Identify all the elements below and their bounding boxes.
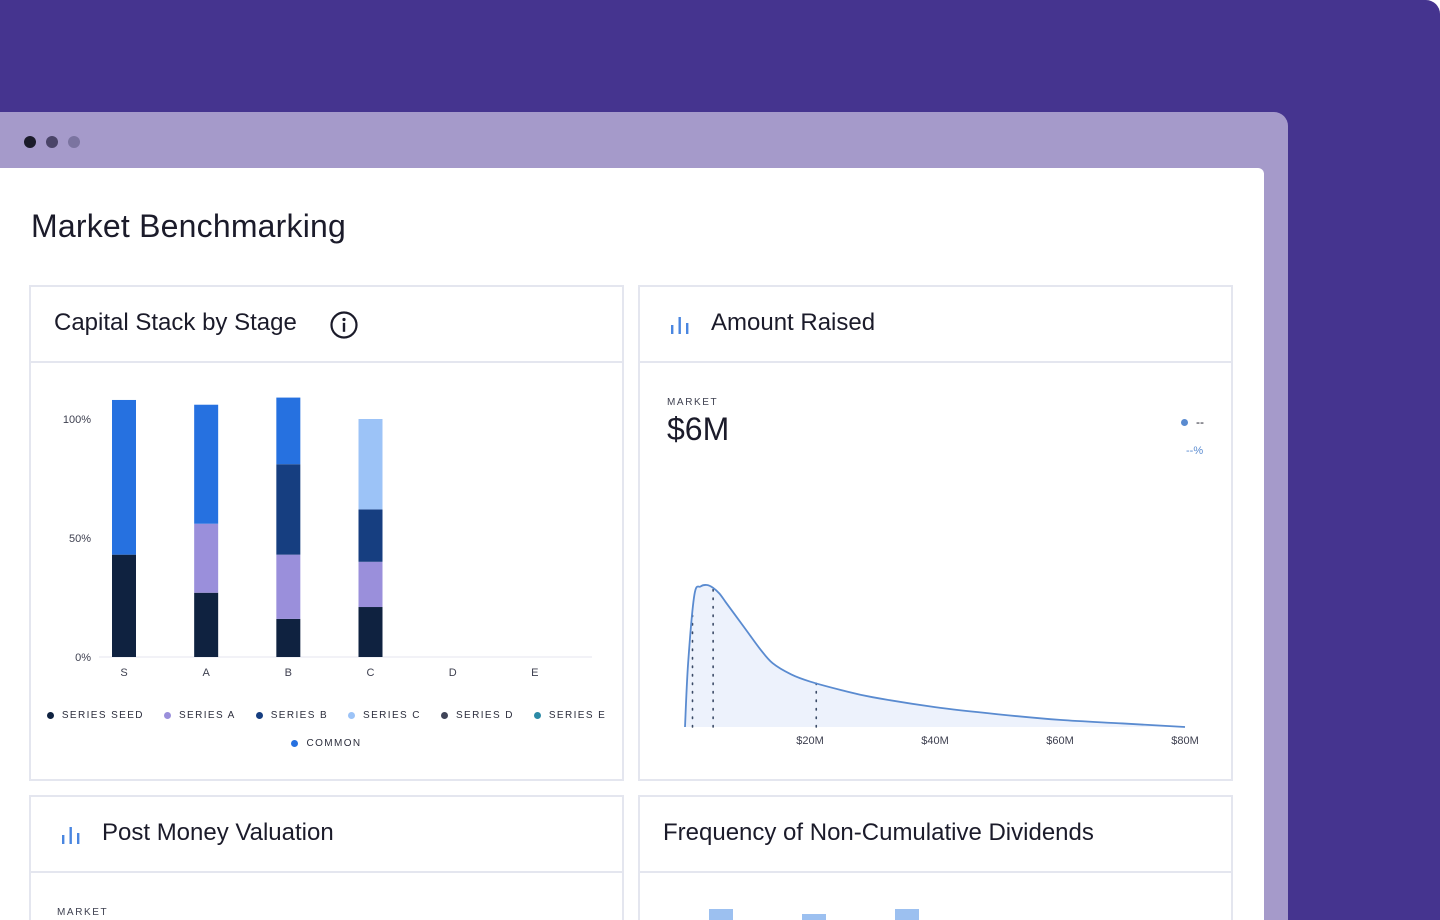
amount-raised-chart: $20M $40M $60M $80M (684, 583, 1199, 747)
card-header: Post Money Valuation (31, 797, 622, 873)
y-tick-label: 50% (69, 533, 91, 545)
freq-bar (802, 914, 826, 920)
card-header: Capital Stack by Stage (31, 287, 622, 363)
bar-segment-series-seed[interactable] (112, 554, 136, 657)
legend-label: SERIES A (178, 710, 236, 721)
x-tick-label: $60M (1046, 735, 1074, 747)
bar-segment-common[interactable] (276, 397, 301, 465)
bar-segment-series-seed[interactable] (358, 607, 383, 657)
x-tick-label: $80M (1171, 735, 1199, 747)
window-close-dot[interactable] (24, 136, 36, 148)
legend-label: SERIES E (548, 710, 607, 721)
bar-segment-series-seed[interactable] (276, 618, 301, 657)
page-content: Market Benchmarking Capital Stack by Sta… (0, 168, 1264, 920)
legend-label: SERIES C (363, 710, 421, 721)
x-tick-label: C (367, 667, 375, 679)
legend-label: SERIES SEED (61, 710, 144, 721)
legend-item[interactable]: COMMON (291, 730, 361, 757)
chart-legend: SERIES SEED SERIES A SERIES B SERIES C SERIE… (31, 701, 622, 757)
freq-bar (895, 909, 919, 920)
legend-item[interactable]: SERIES A (163, 702, 236, 729)
post-money-card: Post Money Valuation MARKET (29, 795, 624, 920)
frequency-chart (709, 909, 919, 920)
frequency-dividends-card: Frequency of Non-Cumulative Dividends (638, 795, 1233, 920)
legend-item[interactable]: SERIES SEED (46, 702, 144, 729)
bar-segment-series-a[interactable] (194, 523, 219, 593)
card-title: Post Money Valuation (102, 819, 334, 846)
y-tick-label: 0% (75, 652, 91, 664)
market-value: $6M (667, 411, 730, 447)
legend-dot (255, 712, 263, 719)
legend-dot (46, 712, 54, 719)
x-tick-label: A (202, 667, 210, 679)
legend-label: SERIES B (270, 710, 329, 721)
window-maximize-dot[interactable] (68, 136, 80, 148)
area-fill (685, 584, 1185, 727)
bar-segment-series-seed[interactable] (194, 592, 219, 657)
bar-segment-series-c[interactable] (358, 419, 383, 510)
x-tick-label: B (285, 667, 292, 679)
legend-dot (533, 712, 541, 719)
legend-dot (1181, 419, 1188, 426)
bar-segment-series-b[interactable] (276, 464, 301, 555)
bar-segment-common[interactable] (112, 399, 136, 555)
legend-percent: --% (1186, 445, 1204, 457)
card-header: Amount Raised (640, 287, 1231, 363)
info-icon[interactable] (329, 310, 359, 340)
market-label: MARKET (667, 397, 719, 408)
legend-value: -- (1196, 415, 1204, 429)
bar-chart-icon (671, 317, 689, 334)
bar-chart-icon (62, 827, 80, 844)
legend-item[interactable]: SERIES C (348, 702, 421, 729)
bar-segment-series-a[interactable] (358, 561, 383, 608)
x-tick-label: E (531, 667, 538, 679)
bar-segment-series-b[interactable] (358, 509, 383, 562)
x-tick-label: D (449, 667, 457, 679)
capital-stack-chart: 100% 50% 0% S A B C D E (63, 397, 592, 679)
x-tick-label: $40M (921, 735, 949, 747)
card-title: Frequency of Non-Cumulative Dividends (663, 819, 1094, 846)
card-title: Amount Raised (711, 309, 876, 336)
x-tick-label: $20M (796, 735, 824, 747)
window-minimize-dot[interactable] (46, 136, 58, 148)
market-label: MARKET (57, 907, 109, 918)
distribution-line (684, 583, 1186, 728)
capital-stack-card: Capital Stack by Stage 100% 50% 0% S A B C D E S… (29, 285, 624, 781)
card-header: Frequency of Non-Cumulative Dividends (640, 797, 1231, 873)
amount-raised-card: Amount Raised MARKET $6M -- --% $20M $40M… (638, 285, 1233, 781)
page-title: Market Benchmarking (31, 208, 347, 244)
legend-item[interactable]: SERIES D (440, 702, 514, 729)
x-tick-label: S (120, 667, 127, 679)
freq-bar (709, 909, 733, 920)
legend-label: COMMON (306, 738, 362, 749)
legend-dot (348, 712, 356, 719)
legend-item[interactable]: SERIES B (255, 702, 329, 729)
legend-dot (440, 712, 448, 719)
bar-segment-series-a[interactable] (276, 554, 301, 619)
card-title: Capital Stack by Stage (54, 309, 297, 336)
legend-dot (163, 712, 171, 719)
legend-item[interactable]: SERIES E (533, 702, 607, 729)
legend-label: SERIES D (455, 710, 514, 721)
legend-dot (291, 740, 299, 747)
bar-segment-common[interactable] (194, 404, 219, 524)
y-tick-label: 100% (63, 414, 91, 426)
